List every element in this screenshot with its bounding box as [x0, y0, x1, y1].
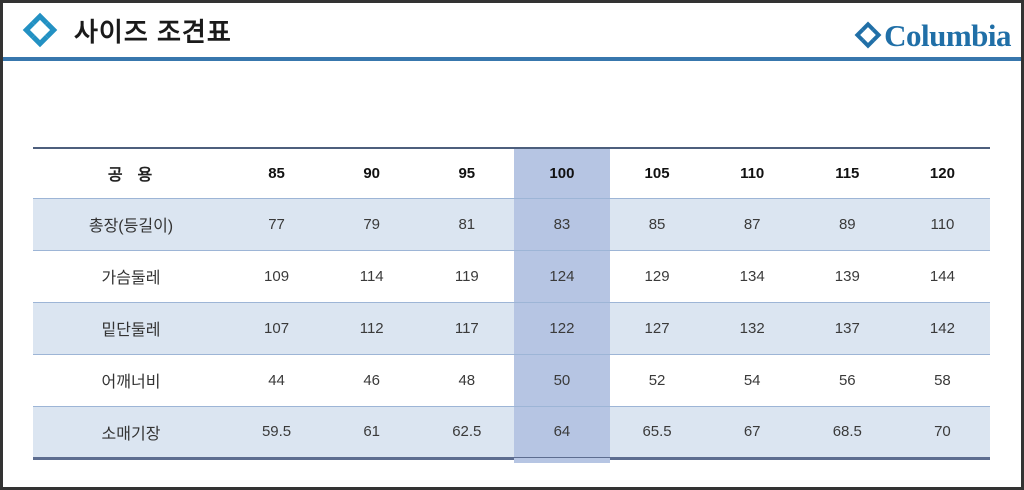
size-value-cell: 79 [324, 197, 420, 250]
size-value-cell: 65.5 [609, 405, 705, 460]
size-table: 공 용 85 90 95 100 105 110 115 120 총장(등길이) 77 79 81 83… [33, 147, 990, 460]
size-value-cell: 109 [229, 249, 325, 302]
size-value-cell: 54 [704, 353, 800, 406]
size-value-cell: 129 [609, 249, 705, 302]
row-label: 어깨너비 [33, 353, 229, 406]
size-value-cell: 112 [324, 301, 420, 354]
size-value-cell: 52 [609, 353, 705, 406]
columbia-wordmark: Columbia [884, 17, 1011, 53]
size-value-cell: 67 [704, 405, 800, 460]
row-label: 밑단둘레 [33, 301, 229, 354]
size-value-cell: 77 [229, 197, 325, 250]
columbia-diamond-icon [854, 21, 882, 49]
size-value-cell: 107 [229, 301, 325, 354]
size-value-cell: 81 [419, 197, 515, 250]
size-value-cell: 62.5 [419, 405, 515, 460]
table-row: 어깨너비 44 46 48 50 52 54 56 58 [33, 353, 990, 406]
size-value-cell: 48 [419, 353, 515, 406]
row-label: 총장(등길이) [33, 197, 229, 250]
size-value-cell: 117 [419, 301, 515, 354]
size-value-cell: 61 [324, 405, 420, 460]
columbia-diamond-icon [22, 12, 58, 48]
size-value-cell: 144 [894, 249, 990, 302]
columbia-logo: Columbia [854, 17, 1011, 53]
size-value-cell: 85 [609, 197, 705, 250]
size-value-cell: 44 [229, 353, 325, 406]
size-value-cell: 114 [324, 249, 420, 302]
size-value-cell: 124 [514, 249, 610, 302]
size-table-corner-label: 공 용 [33, 147, 229, 198]
size-value-cell: 110 [894, 197, 990, 250]
size-value-cell: 139 [799, 249, 895, 302]
size-value-cell: 132 [704, 301, 800, 354]
size-value-cell: 46 [324, 353, 420, 406]
size-column-header: 100 [514, 147, 610, 198]
size-value-cell: 89 [799, 197, 895, 250]
size-value-cell: 59.5 [229, 405, 325, 460]
size-column-header: 85 [229, 147, 325, 198]
size-value-cell: 64 [514, 405, 610, 460]
size-column-header: 115 [799, 147, 895, 198]
size-value-cell: 127 [609, 301, 705, 354]
size-value-cell: 142 [894, 301, 990, 354]
size-table-body: 총장(등길이) 77 79 81 83 85 87 89 110 가슴둘레 109 114 119 124… [33, 197, 990, 460]
size-table-head: 공 용 85 90 95 100 105 110 115 120 [33, 147, 990, 198]
size-value-cell: 87 [704, 197, 800, 250]
size-value-cell: 56 [799, 353, 895, 406]
page-header: 사이즈 조견표 Columbia [3, 3, 1021, 57]
table-row: 총장(등길이) 77 79 81 83 85 87 89 110 [33, 197, 990, 250]
header-divider [3, 57, 1021, 61]
size-value-cell: 119 [419, 249, 515, 302]
size-value-cell: 50 [514, 353, 610, 406]
row-label: 가슴둘레 [33, 249, 229, 302]
size-column-header: 120 [894, 147, 990, 198]
size-value-cell: 70 [894, 405, 990, 460]
size-value-cell: 83 [514, 197, 610, 250]
table-row: 밑단둘레 107 112 117 122 127 132 137 142 [33, 301, 990, 354]
size-column-header: 105 [609, 147, 705, 198]
size-value-cell: 134 [704, 249, 800, 302]
table-row: 소매기장 59.5 61 62.5 64 65.5 67 68.5 70 [33, 405, 990, 460]
size-column-header: 90 [324, 147, 420, 198]
size-value-cell: 122 [514, 301, 610, 354]
highlight-column-extension [514, 458, 610, 463]
size-column-header: 110 [704, 147, 800, 198]
size-value-cell: 137 [799, 301, 895, 354]
row-label: 소매기장 [33, 405, 229, 460]
size-value-cell: 68.5 [799, 405, 895, 460]
size-column-header: 95 [419, 147, 515, 198]
size-value-cell: 58 [894, 353, 990, 406]
table-row: 가슴둘레 109 114 119 124 129 134 139 144 [33, 249, 990, 302]
page-title: 사이즈 조견표 [74, 16, 232, 47]
size-table-header-row: 공 용 85 90 95 100 105 110 115 120 [33, 147, 990, 198]
